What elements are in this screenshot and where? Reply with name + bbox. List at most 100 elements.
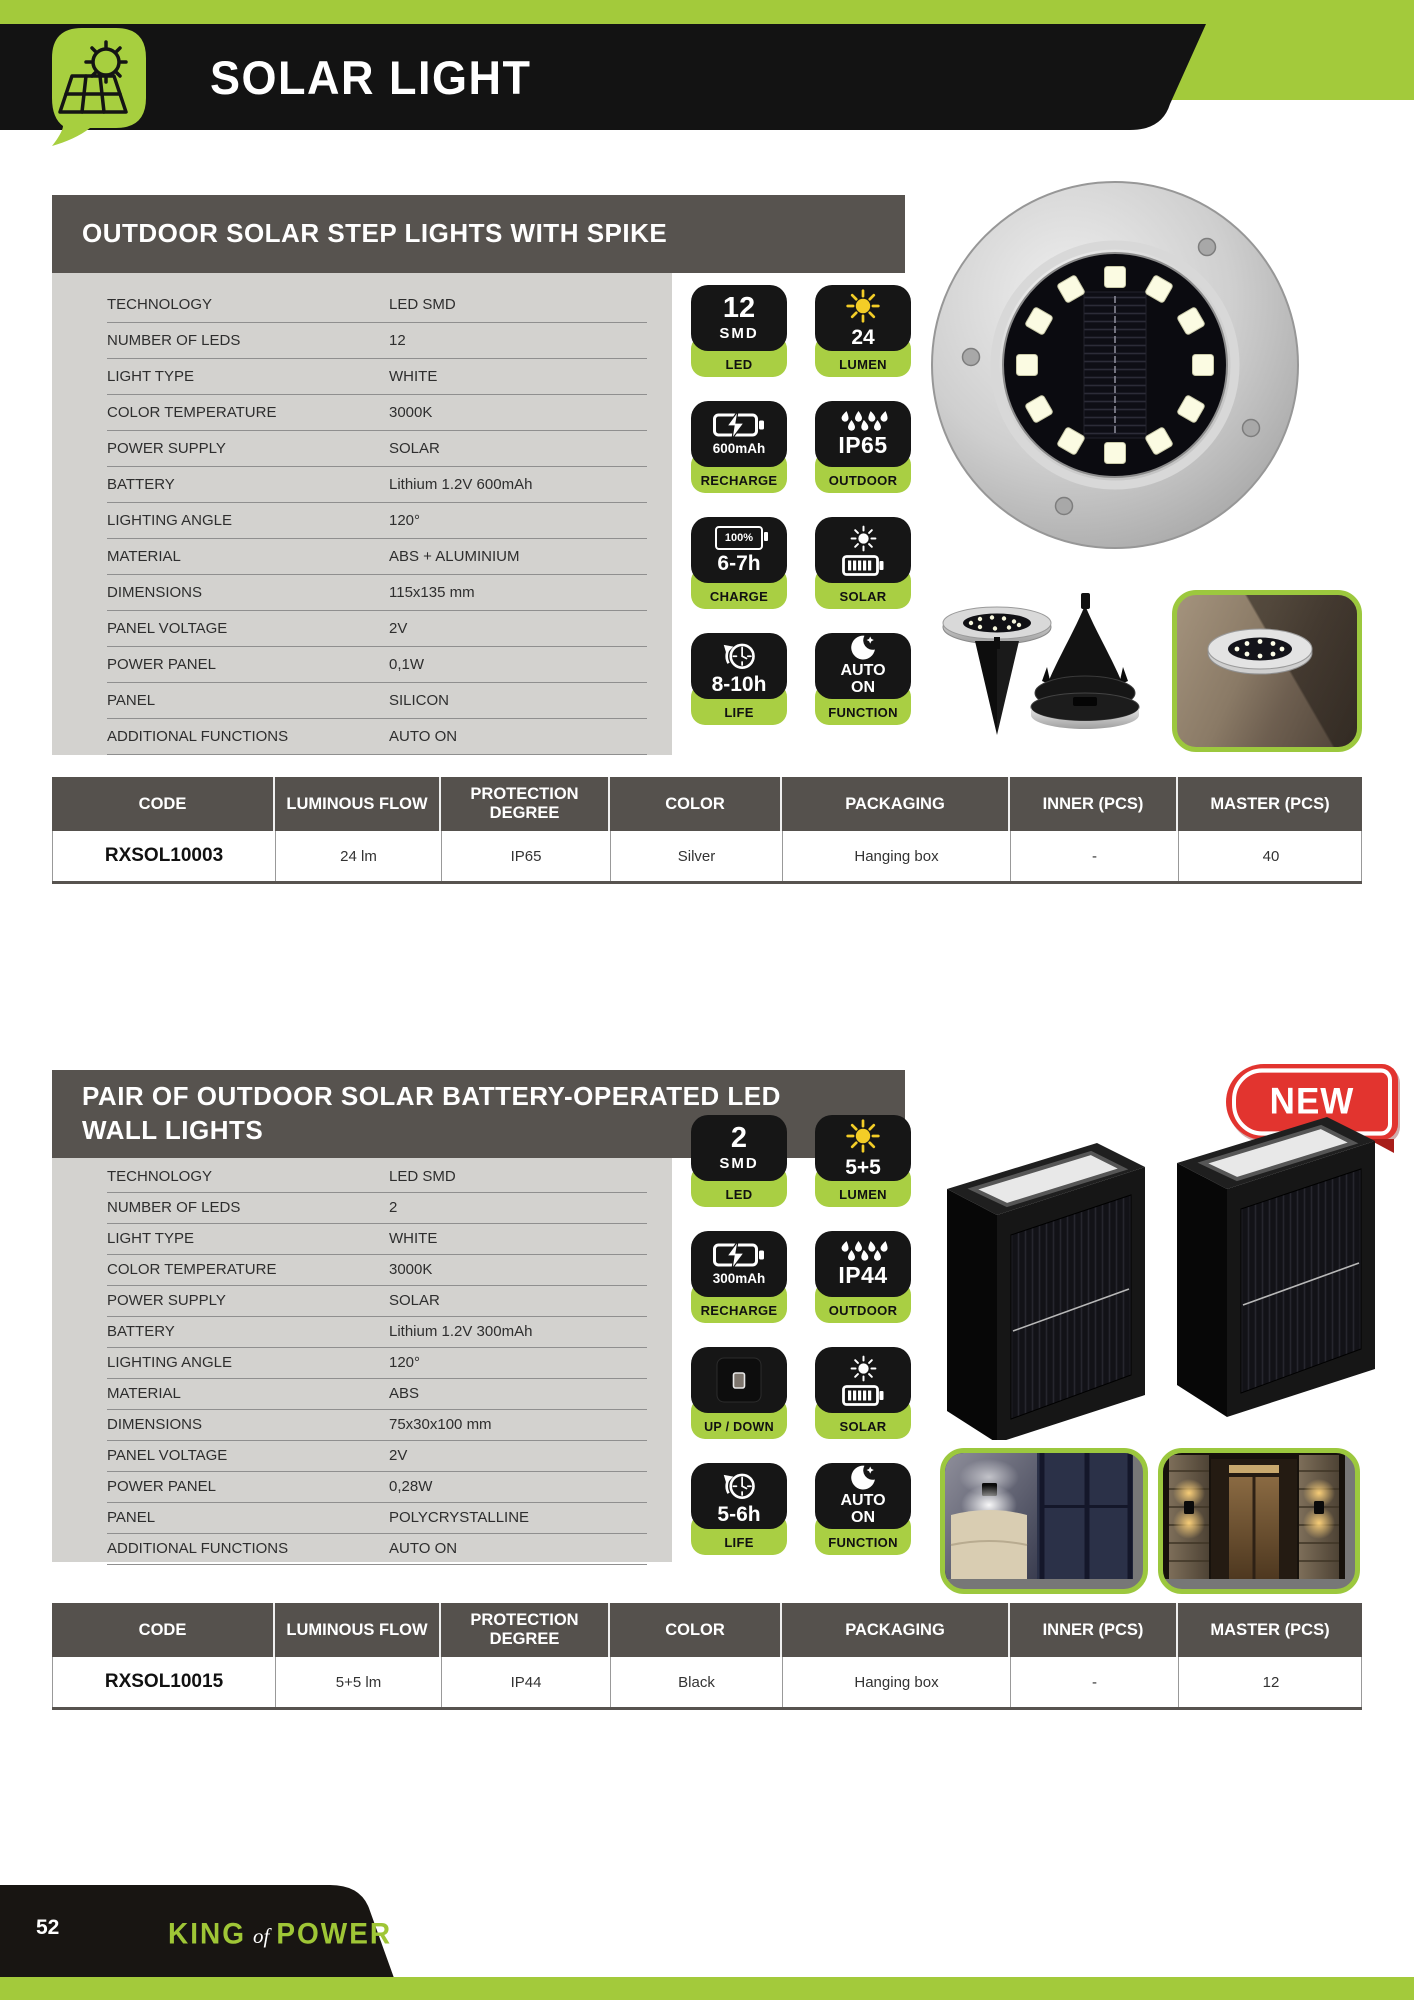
rain-icon — [839, 411, 888, 431]
badge-life: 5-6h LIFE — [691, 1463, 787, 1555]
spec-label: POWER SUPPLY — [107, 440, 226, 457]
spec-row: ADDITIONAL FUNCTIONS AUTO ON — [107, 719, 647, 755]
spec-value: 3000K — [389, 404, 433, 421]
clock-icon — [721, 643, 755, 669]
badge-recharge: 600mAh RECHARGE — [691, 401, 787, 493]
spec-value: POLYCRYSTALLINE — [389, 1509, 530, 1526]
badge-outdoor: IP44 OUTDOOR — [815, 1231, 911, 1323]
battery-icon — [842, 1384, 884, 1406]
wall-lights-photo — [945, 1115, 1377, 1440]
badge-function: AUTO ON FUNCTION — [815, 1463, 911, 1555]
installed-step-light-photo — [1172, 590, 1362, 752]
badge-charge: 100% 6-7h CHARGE — [691, 517, 787, 609]
spec-row: POWER PANEL 0,28W — [107, 1472, 647, 1503]
badge-life: 8-10h LIFE — [691, 633, 787, 725]
spec-value: 0,28W — [389, 1478, 433, 1495]
solar-panel-icon — [52, 28, 146, 146]
product1-table: CODE LUMINOUS FLOW PROTECTION DEGREE COL… — [52, 777, 1362, 884]
spec-label: NUMBER OF LEDS — [107, 332, 241, 349]
spec-row: DIMENSIONS 115x135 mm — [107, 575, 647, 611]
spec-value: 3000K — [389, 1261, 433, 1278]
spec-label: DIMENSIONS — [107, 584, 203, 601]
spec-row: LIGHT TYPE WHITE — [107, 1224, 647, 1255]
spec-value: SOLAR — [389, 440, 440, 457]
spec-row: TECHNOLOGY LED SMD — [107, 1162, 647, 1193]
wall-lights-entrance-photo — [1158, 1448, 1360, 1594]
badge-led: 12 SMD LED — [691, 285, 787, 377]
spec-value: 2V — [389, 1447, 408, 1464]
spec-value: WHITE — [389, 368, 438, 385]
spec-label: PANEL VOLTAGE — [107, 1447, 228, 1464]
spec-value: 115x135 mm — [389, 584, 475, 601]
spec-value: 2V — [389, 620, 408, 637]
battery-full-icon: 100% — [715, 526, 768, 550]
spec-value: WHITE — [389, 1230, 438, 1247]
badge-up-down: UP / DOWN — [691, 1347, 787, 1439]
spec-label: ADDITIONAL FUNCTIONS — [107, 1540, 289, 1557]
spec-row: POWER SUPPLY SOLAR — [107, 1286, 647, 1317]
table-row: RXSOL10015 5+5 lm IP44 Black Hanging box… — [52, 1657, 1362, 1707]
spec-row: MATERIAL ABS + ALUMINIUM — [107, 539, 647, 575]
spec-row: TECHNOLOGY LED SMD — [107, 287, 647, 323]
spec-label: MATERIAL — [107, 548, 181, 565]
spec-row: BATTERY Lithium 1.2V 600mAh — [107, 467, 647, 503]
spec-value: Lithium 1.2V 300mAh — [389, 1323, 533, 1340]
sun-icon — [846, 289, 880, 323]
wall-light-up-down-icon — [716, 1357, 762, 1403]
spec-value: 120° — [389, 512, 421, 529]
spec-value: SILICON — [389, 692, 450, 709]
spec-label: LIGHT TYPE — [107, 1230, 194, 1247]
spec-label: POWER PANEL — [107, 656, 216, 673]
spec-row: NUMBER OF LEDS 2 — [107, 1193, 647, 1224]
spec-row: COLOR TEMPERATURE 3000K — [107, 395, 647, 431]
product2-title: PAIR OF OUTDOOR SOLAR BATTERY-OPERATED L… — [52, 1070, 905, 1158]
brand-logo: KING of POWER — [168, 1917, 393, 1950]
spec-label: MATERIAL — [107, 1385, 181, 1402]
spec-row: COLOR TEMPERATURE 3000K — [107, 1255, 647, 1286]
spec-row: LIGHTING ANGLE 120° — [107, 1348, 647, 1379]
spec-row: BATTERY Lithium 1.2V 300mAh — [107, 1317, 647, 1348]
table-header-row: CODE LUMINOUS FLOW PROTECTION DEGREE COL… — [52, 1603, 1362, 1657]
spec-row: PANEL VOLTAGE 2V — [107, 611, 647, 647]
battery-icon — [842, 554, 884, 576]
spec-value: 75x30x100 mm — [389, 1416, 492, 1433]
rain-icon — [839, 1241, 888, 1261]
badge-led: 2 SMD LED — [691, 1115, 787, 1207]
badge-solar: SOLAR — [815, 1347, 911, 1439]
spec-label: ADDITIONAL FUNCTIONS — [107, 728, 289, 745]
product2-spec-panel: TECHNOLOGY LED SMD NUMBER OF LEDS 2 LIGHT … — [52, 1158, 672, 1565]
footer-green-bar — [0, 1977, 1414, 2000]
spec-label: TECHNOLOGY — [107, 296, 213, 313]
spec-label: DIMENSIONS — [107, 1416, 203, 1433]
battery-recharge-icon — [713, 412, 765, 439]
spec-row: PANEL SILICON — [107, 683, 647, 719]
spec-label: POWER PANEL — [107, 1478, 216, 1495]
spec-label: NUMBER OF LEDS — [107, 1199, 241, 1216]
badge-outdoor: IP65 OUTDOOR — [815, 401, 911, 493]
spec-value: AUTO ON — [389, 1540, 458, 1557]
wall-light-dusk-photo — [940, 1448, 1148, 1594]
spike-light-photo — [942, 593, 1140, 735]
spec-row: ADDITIONAL FUNCTIONS AUTO ON — [107, 1534, 647, 1565]
badge-lumen: 24 LUMEN — [815, 285, 911, 377]
spec-row: LIGHT TYPE WHITE — [107, 359, 647, 395]
page-number: 52 — [36, 1916, 60, 1939]
spec-row: MATERIAL ABS — [107, 1379, 647, 1410]
spec-label: COLOR TEMPERATURE — [107, 404, 277, 421]
spec-value: Lithium 1.2V 600mAh — [389, 476, 533, 493]
spec-value: 12 — [389, 332, 406, 349]
spec-value: AUTO ON — [389, 728, 458, 745]
spec-value: LED SMD — [389, 296, 456, 313]
spec-row: LIGHTING ANGLE 120° — [107, 503, 647, 539]
spec-row: NUMBER OF LEDS 12 — [107, 323, 647, 359]
moon-icon — [851, 1465, 875, 1490]
spec-label: POWER SUPPLY — [107, 1292, 226, 1309]
clock-icon — [721, 1473, 755, 1499]
product1-title: OUTDOOR SOLAR STEP LIGHTS WITH SPIKE — [52, 195, 905, 273]
table-header-row: CODE LUMINOUS FLOW PROTECTION DEGREE COL… — [52, 777, 1362, 831]
page-title: SOLAR LIGHT — [210, 50, 532, 105]
spec-label: BATTERY — [107, 1323, 175, 1340]
product-code: RXSOL10003 — [53, 831, 276, 881]
spec-label: PANEL — [107, 1509, 156, 1526]
spec-row: DIMENSIONS 75x30x100 mm — [107, 1410, 647, 1441]
